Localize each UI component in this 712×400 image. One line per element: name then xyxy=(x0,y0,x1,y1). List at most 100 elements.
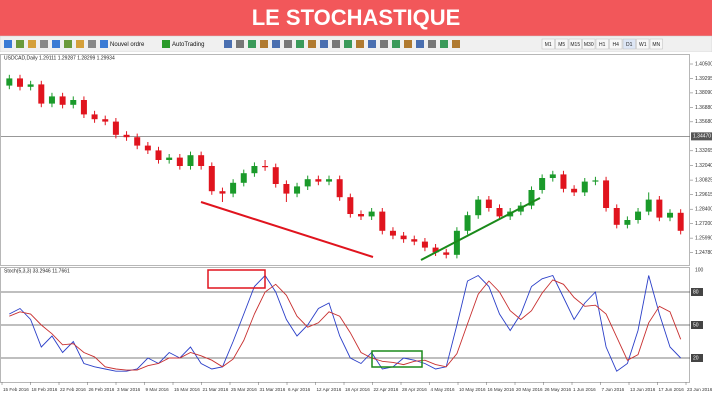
candle-body xyxy=(496,208,503,217)
level-box xyxy=(691,321,703,329)
toolbar-button[interactable]: Nouvel ordre xyxy=(110,42,145,48)
candle-body xyxy=(624,220,631,225)
toolbar-icon[interactable] xyxy=(356,40,364,48)
price-chart: 1.40500 1.39295 1.38090 1.36880 1.35680 1.332… xyxy=(1,61,712,392)
x-tick-label: 26 May 2016 xyxy=(545,387,572,392)
y-tick-label: 1.39295 xyxy=(695,76,712,82)
x-tick-label: 9 Mar 2016 xyxy=(146,387,170,392)
toolbar-icon[interactable] xyxy=(416,40,424,48)
toolbar-icon[interactable] xyxy=(272,40,280,48)
timeframe-label[interactable]: MN xyxy=(652,42,660,48)
toolbar-icon[interactable] xyxy=(88,40,96,48)
level-box xyxy=(691,354,703,362)
timeframe-button[interactable] xyxy=(609,38,623,50)
x-tick-label: 20 May 2016 xyxy=(516,387,543,392)
candle-body xyxy=(656,199,663,218)
level-box xyxy=(691,288,703,296)
candle-body xyxy=(187,155,194,166)
candle-body xyxy=(645,199,652,212)
toolbar-icon[interactable] xyxy=(320,40,328,48)
candle-body xyxy=(208,166,215,192)
toolbar-icon[interactable] xyxy=(224,40,232,48)
candle-body xyxy=(581,181,588,193)
candle-body xyxy=(166,157,173,160)
candle-body xyxy=(389,230,396,236)
candle-body xyxy=(315,179,322,182)
y-tick-label: 1.40500 xyxy=(695,61,712,67)
candle-body xyxy=(411,239,418,242)
toolbar-icon[interactable] xyxy=(248,40,256,48)
candle-body xyxy=(6,78,13,86)
candle-body xyxy=(336,179,343,198)
toolbar-icon[interactable] xyxy=(284,40,292,48)
y-tick-label: 1.29615 xyxy=(695,192,712,198)
y-tick-label: 1.24780 xyxy=(695,250,712,256)
candle-body xyxy=(453,230,460,255)
toolbar-icon[interactable] xyxy=(368,40,376,48)
toolbar-icon[interactable] xyxy=(40,40,48,48)
toolbar-icon[interactable] xyxy=(308,40,316,48)
x-tick-label: 7 Jun 2016 xyxy=(602,387,625,392)
toolbar-icon[interactable] xyxy=(64,40,72,48)
candle-body xyxy=(91,114,98,120)
timeframe-label[interactable]: M30 xyxy=(584,42,594,48)
toolbar-icon[interactable] xyxy=(296,40,304,48)
candle-body xyxy=(38,84,45,104)
timeframe-label[interactable]: W1 xyxy=(639,42,647,48)
x-tick-label: 23 Jun 2016 xyxy=(687,387,712,392)
timeframe-button[interactable] xyxy=(622,38,636,50)
toolbar-icon[interactable] xyxy=(332,40,340,48)
toolbar-icon[interactable] xyxy=(404,40,412,48)
toolbar-icon[interactable] xyxy=(76,40,84,48)
x-tick-label: 18 Feb 2016 xyxy=(32,387,58,392)
candle-body xyxy=(27,84,34,87)
x-tick-label: 25 Mar 2016 xyxy=(231,387,257,392)
toolbar-icon[interactable] xyxy=(4,40,12,48)
candle-body xyxy=(219,191,226,194)
toolbar-icon[interactable] xyxy=(16,40,24,48)
current-price-box xyxy=(691,132,712,141)
timeframe-label[interactable]: M1 xyxy=(545,42,552,48)
downtrend-line xyxy=(200,201,374,258)
timeframe-button[interactable] xyxy=(582,38,596,50)
timeframe-button[interactable] xyxy=(568,38,582,50)
candle-body xyxy=(283,184,290,194)
toolbar-button[interactable]: AutoTrading xyxy=(172,42,204,48)
candle-body xyxy=(677,212,684,231)
stoch-top-label: 100 xyxy=(695,267,704,273)
candle-body xyxy=(592,180,599,182)
candle-body xyxy=(155,150,162,160)
timeframe-label[interactable]: M15 xyxy=(570,42,580,48)
x-tick-label: 18 Apr 2016 xyxy=(345,387,370,392)
timeframe-button[interactable] xyxy=(555,38,569,50)
toolbar-icon[interactable] xyxy=(28,40,36,48)
timeframe-label[interactable]: H1 xyxy=(599,42,606,48)
x-tick-label: 15 Feb 2016 xyxy=(3,387,29,392)
toolbar-icon[interactable] xyxy=(52,40,60,48)
timeframe-label[interactable]: M5 xyxy=(558,42,565,48)
timeframe-button[interactable] xyxy=(595,38,609,50)
toolbar-icon[interactable] xyxy=(380,40,388,48)
toolbar-icon[interactable] xyxy=(440,40,448,48)
oversold-box xyxy=(371,350,423,368)
toolbar-icon[interactable] xyxy=(236,40,244,48)
toolbar-icon[interactable] xyxy=(260,40,268,48)
stoch-label: Stoch(5,3,3) 33.2946 11.7661 xyxy=(4,268,70,274)
timeframe-label[interactable]: D1 xyxy=(626,42,633,48)
toolbar-icon[interactable] xyxy=(452,40,460,48)
chart-area xyxy=(0,52,712,400)
toolbar-icon[interactable] xyxy=(428,40,436,48)
candle-body xyxy=(571,188,578,193)
candle-body xyxy=(549,174,556,178)
toolbar-icon[interactable] xyxy=(392,40,400,48)
y-tick-label: 1.33265 xyxy=(695,148,712,154)
timeframe-button[interactable] xyxy=(541,38,555,50)
timeframe-button[interactable] xyxy=(636,38,650,50)
candle-body xyxy=(70,100,77,105)
timeframe-button[interactable] xyxy=(649,38,663,50)
timeframe-label[interactable]: H4 xyxy=(613,42,620,48)
y-tick-label: 1.35680 xyxy=(695,119,712,125)
toolbar-icon[interactable] xyxy=(344,40,352,48)
